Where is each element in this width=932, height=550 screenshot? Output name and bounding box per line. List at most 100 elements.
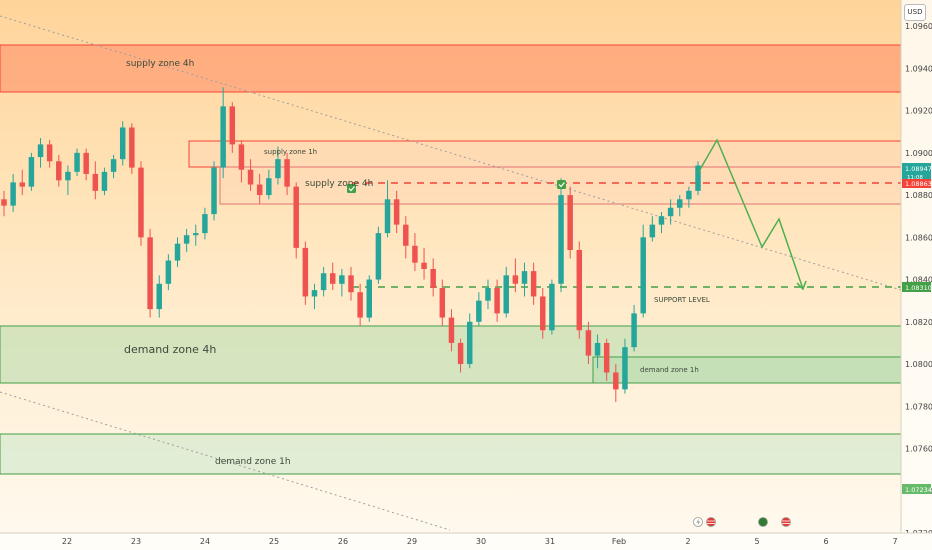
- candle-body: [585, 330, 592, 356]
- x-tick-label: 25: [269, 537, 279, 546]
- candle-body: [366, 279, 373, 318]
- candle-body: [74, 152, 80, 172]
- us-flag-event-icon-2[interactable]: [781, 517, 791, 527]
- time-axis[interactable]: [0, 533, 932, 550]
- candle-body: [129, 127, 135, 168]
- candle-body: [156, 283, 162, 310]
- last-price-text: 1.08947: [905, 165, 932, 173]
- support-price-tag: 1.08310: [902, 282, 932, 292]
- candle-body: [494, 288, 500, 314]
- x-tick-label: 6: [823, 537, 828, 546]
- green-event-icon[interactable]: [758, 517, 768, 527]
- price-axis[interactable]: [901, 0, 932, 533]
- x-tick-label: 30: [476, 537, 486, 546]
- candle-body: [603, 342, 610, 373]
- candle-body: [521, 271, 528, 284]
- support-price-text: 1.08310: [905, 284, 932, 292]
- x-tick-label: 29: [407, 537, 417, 546]
- candle-body: [439, 288, 446, 318]
- candle-body: [339, 275, 345, 284]
- lightning-glyph: [696, 518, 700, 526]
- x-tick-label: 26: [338, 537, 348, 546]
- label-support-level: SUPPORT LEVEL: [654, 296, 710, 304]
- candle-body: [631, 313, 637, 348]
- candle-body: [256, 184, 263, 196]
- descending-trendline-lower: [0, 391, 451, 531]
- x-tick-label: 2: [685, 537, 690, 546]
- candle-body: [28, 157, 35, 187]
- x-tick-labels: 22 23 24 25 26 29 30 31 Feb 2 5 6 7: [62, 537, 898, 546]
- candle-body: [393, 199, 400, 225]
- candle-body: [457, 342, 464, 365]
- y-tick-label: 1.08600: [905, 233, 932, 242]
- event-icons[interactable]: [693, 517, 791, 527]
- y-tick-label: 1.08800: [905, 191, 932, 200]
- candle-body: [375, 233, 382, 280]
- countdown-text: 11:08: [907, 175, 923, 181]
- candle-body: [83, 152, 89, 174]
- currency-button[interactable]: USD: [904, 4, 926, 21]
- candle-body: [284, 159, 290, 187]
- candle-body: [119, 127, 126, 160]
- candle-body: [403, 224, 409, 246]
- x-tick-label: 24: [200, 537, 210, 546]
- candle-body: [512, 275, 519, 284]
- candle-body: [686, 190, 692, 200]
- x-tick-label: Feb: [612, 537, 626, 546]
- candle-body: [676, 199, 683, 208]
- candle-body: [421, 262, 427, 269]
- check-marker-1: [347, 184, 356, 193]
- y-tick-label: 1.09000: [905, 149, 932, 158]
- y-tick-label: 1.09600: [905, 22, 932, 31]
- candle-body: [613, 372, 619, 390]
- candle-body: [594, 342, 601, 356]
- candle-body: [576, 249, 583, 331]
- candle-body: [10, 182, 16, 206]
- candle-body: [329, 273, 336, 284]
- candle-body: [101, 171, 108, 191]
- x-tick-label: 23: [131, 537, 141, 546]
- check-marker-2: [557, 180, 566, 189]
- candle-body: [658, 216, 665, 225]
- candle-body: [174, 243, 181, 261]
- candle-body: [220, 106, 226, 168]
- resistance-price-tag: 1.08863: [902, 179, 932, 188]
- candle-body: [649, 224, 656, 238]
- resistance-price-text: 1.08863: [905, 180, 932, 188]
- candle-body: [247, 169, 254, 185]
- demand-zone-1h-bottom: [0, 433, 902, 475]
- y-tick-label: 1.08000: [905, 360, 932, 369]
- low-price-text: 1.07234: [905, 486, 932, 494]
- candle-body: [183, 235, 190, 244]
- candle-body: [485, 288, 491, 301]
- y-tick-label: 1.07600: [905, 445, 932, 454]
- supply-zone-4h-top: [0, 44, 902, 93]
- candle-body: [293, 186, 299, 248]
- y-tick-label: 1.08400: [905, 276, 932, 285]
- low-price-tag: 1.07234: [902, 484, 932, 494]
- candle-body: [165, 260, 172, 284]
- label-demand-zone-1h-bottom: demand zone 1h: [215, 457, 291, 467]
- candle-body: [92, 173, 99, 191]
- candle-body: [46, 144, 53, 162]
- candle-body: [65, 171, 71, 181]
- x-tick-label: 22: [62, 537, 72, 546]
- candle-body: [211, 167, 217, 215]
- candle-body: [357, 292, 363, 318]
- candle-body: [229, 106, 236, 145]
- candle-body: [412, 245, 418, 263]
- candle-body: [275, 159, 281, 179]
- candle-body: [503, 275, 509, 314]
- last-price-tag: 1.08947 11:08: [902, 163, 932, 181]
- candle-body: [193, 233, 199, 236]
- candle-body: [549, 283, 555, 331]
- x-tick-label: 5: [754, 537, 759, 546]
- label-supply-zone-1h: supply zone 1h: [264, 148, 317, 156]
- us-flag-event-icon[interactable]: [706, 517, 716, 527]
- y-tick-label: 1.09400: [905, 64, 932, 73]
- label-supply-zone-4h-mid: supply zone 4h: [305, 179, 373, 189]
- candle-body: [448, 317, 455, 343]
- candle-body: [266, 178, 272, 196]
